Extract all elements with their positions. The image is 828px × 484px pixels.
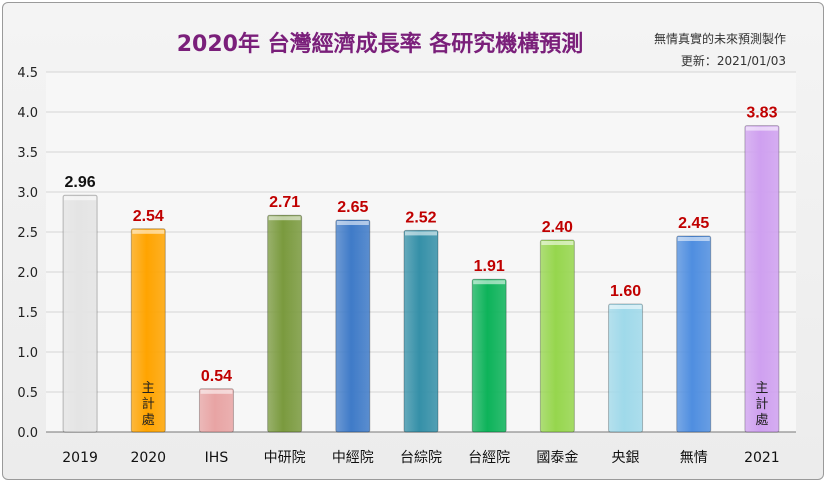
bar-無情 <box>676 235 712 433</box>
bar-highlight <box>132 229 165 234</box>
value-label: 2.52 <box>405 209 436 226</box>
x-tick-label: 2020 <box>130 450 166 466</box>
x-tick-label: 央銀 <box>612 450 640 466</box>
value-label: 1.91 <box>474 258 505 275</box>
x-tick-label: 2021 <box>744 450 780 466</box>
bar-highlight <box>609 305 642 309</box>
x-axis: 2019 2020 IHS 中研院 中經院 台綜院 台經院 國泰金 央銀 無情 2021 <box>62 450 779 466</box>
bar-highlight <box>541 241 574 245</box>
y-axis: 0.0 0.5 1.0 1.5 2.0 2.5 3.0 3.5 4.0 4.5 <box>17 66 38 441</box>
bar-2019 <box>62 194 98 433</box>
bar-annotation: 主 <box>142 381 155 396</box>
value-label: 2.40 <box>542 219 573 236</box>
value-label: 1.60 <box>610 283 641 300</box>
bar-highlight <box>64 196 97 201</box>
value-label: 2.45 <box>678 215 709 232</box>
bar-中經院 <box>335 219 371 433</box>
bar-highlight <box>473 280 506 285</box>
x-tick-label: 無情 <box>680 450 708 466</box>
bar-annotation: 處 <box>755 413 768 428</box>
value-label: 2.96 <box>65 174 96 191</box>
bar-國泰金 <box>539 239 575 433</box>
x-tick-label: 中經院 <box>332 450 374 466</box>
bar-highlight <box>336 221 369 225</box>
y-tick-label: 0.5 <box>17 386 38 401</box>
x-tick-label: 中研院 <box>264 450 306 466</box>
bar-台綜院 <box>403 229 439 433</box>
bar-highlight <box>677 237 710 241</box>
bar-2021 <box>744 125 780 433</box>
y-tick-label: 1.5 <box>17 306 38 321</box>
x-tick-label: IHS <box>205 450 229 466</box>
y-tick-label: 1.0 <box>17 346 38 361</box>
bar-highlight <box>268 216 301 221</box>
y-tick-label: 3.5 <box>17 146 38 161</box>
value-label: 2.54 <box>133 208 164 225</box>
bar-台經院 <box>471 278 507 433</box>
chart-credit: 無情真實的未來預測製作 <box>653 32 786 46</box>
bar-中研院 <box>267 214 303 433</box>
y-tick-label: 3.0 <box>17 186 38 201</box>
chart-title: 2020年 台灣經濟成長率 各研究機構預測 <box>176 32 584 57</box>
bars: 2.96 2.54 0.54 2.71 2.65 2.52 1.91 2.40 1.60 2.45… <box>62 105 780 433</box>
value-label: 2.65 <box>337 199 368 216</box>
bar-highlight <box>745 126 778 131</box>
y-tick-label: 2.5 <box>17 226 38 241</box>
y-tick-label: 4.5 <box>17 66 38 81</box>
y-tick-label: 0.0 <box>17 426 38 441</box>
bar-IHS <box>198 388 234 433</box>
value-label: 2.71 <box>269 194 300 211</box>
value-label: 0.54 <box>201 368 232 385</box>
update-date: 更新：2021/01/03 <box>680 54 786 68</box>
bar-央銀 <box>608 303 644 433</box>
bar-annotation: 計 <box>755 396 768 412</box>
bar-annotation: 處 <box>142 413 155 428</box>
x-tick-label: 2019 <box>62 450 98 466</box>
bar-2020 <box>130 228 166 433</box>
x-tick-label: 台經院 <box>468 450 510 466</box>
bar-annotation: 主 <box>755 381 768 396</box>
x-tick-label: 台綜院 <box>400 450 442 466</box>
y-tick-label: 2.0 <box>17 266 38 281</box>
value-label: 3.83 <box>746 105 777 122</box>
bar-highlight <box>405 231 437 236</box>
bar-annotation: 計 <box>142 396 155 412</box>
bar-highlight <box>200 389 233 394</box>
x-tick-label: 國泰金 <box>536 450 578 466</box>
y-tick-label: 4.0 <box>17 106 38 121</box>
